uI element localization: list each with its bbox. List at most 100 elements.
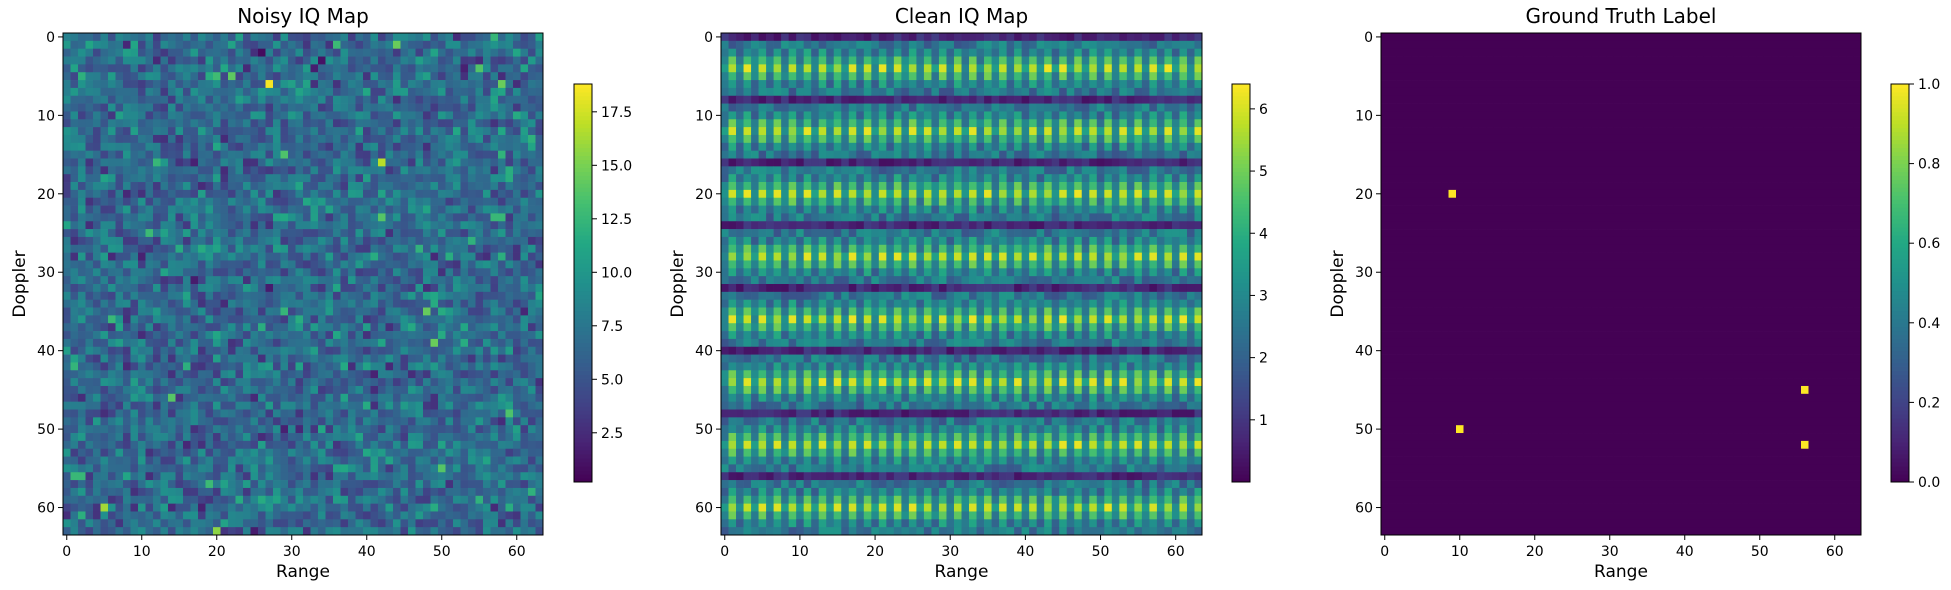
- clean-iq-cell: [751, 111, 759, 120]
- noisy-iq-cell: [213, 527, 221, 536]
- noisy-iq-cell: [520, 72, 529, 81]
- clean-iq-cell: [1059, 48, 1068, 57]
- noisy-iq-cell: [490, 495, 499, 504]
- noisy-iq-cell: [460, 378, 469, 387]
- noisy-iq-cell: [280, 134, 289, 144]
- noisy-iq-cell: [250, 134, 259, 144]
- clean-iq-cell: [751, 72, 759, 81]
- noisy-iq-cell: [108, 362, 116, 371]
- clean-iq-cell: [736, 95, 744, 104]
- noisy-iq-cell: [400, 174, 409, 183]
- noisy-iq-cell: [85, 338, 94, 348]
- noisy-iq-cell: [288, 448, 296, 457]
- noisy-iq-cell: [190, 189, 199, 199]
- noisy-iq-cell: [108, 127, 116, 136]
- noisy-iq-cell: [288, 487, 296, 497]
- noisy-iq-cell: [520, 268, 529, 277]
- noisy-iq-cell: [220, 260, 229, 269]
- noisy-iq-cell: [310, 338, 319, 348]
- noisy-iq-cell: [295, 315, 304, 324]
- noisy-iq-cell: [325, 378, 334, 387]
- clean-iq-cell: [728, 80, 737, 89]
- noisy-iq-cell: [370, 472, 379, 481]
- noisy-iq-cell: [213, 378, 221, 387]
- noisy-iq-cell: [100, 166, 109, 175]
- noisy-iq-cell: [468, 127, 476, 136]
- noisy-iq-cell: [243, 197, 251, 206]
- noisy-iq-cell: [340, 119, 349, 128]
- noisy-iq-cell: [85, 362, 94, 371]
- noisy-iq-cell: [370, 158, 379, 167]
- noisy-iq-cell: [528, 40, 536, 50]
- noisy-iq-cell: [78, 487, 86, 497]
- clean-iq-cell: [946, 72, 955, 81]
- noisy-iq-cell: [108, 307, 116, 316]
- clean-iq-cell: [1089, 56, 1098, 65]
- noisy-iq-cell: [325, 456, 334, 465]
- noisy-iq-cell: [243, 417, 251, 426]
- noisy-iq-cell: [168, 511, 176, 520]
- noisy-iq-cell: [228, 323, 236, 332]
- noisy-iq-cell: [340, 87, 349, 97]
- noisy-iq-cell: [423, 433, 431, 442]
- noisy-iq-colorbar-segment: [574, 426, 592, 431]
- noisy-iq-cell: [273, 519, 281, 528]
- noisy-iq-cell: [333, 174, 341, 183]
- noisy-iq-cell: [475, 33, 484, 42]
- noisy-iq-cell: [250, 519, 259, 528]
- noisy-iq-cell: [183, 127, 191, 136]
- noisy-iq-cell: [228, 142, 236, 151]
- noisy-iq-cell: [168, 417, 176, 426]
- noisy-iq-cell: [295, 182, 304, 191]
- noisy-iq-cell: [498, 87, 506, 97]
- clean-iq-cell: [1014, 95, 1022, 104]
- noisy-iq-cell: [175, 174, 184, 183]
- noisy-iq-cell: [243, 291, 251, 301]
- noisy-iq-cell: [393, 519, 401, 528]
- noisy-iq-cell: [160, 284, 169, 293]
- noisy-iq-cell: [190, 331, 199, 340]
- noisy-iq-cell: [250, 244, 259, 253]
- noisy-iq-cell: [378, 417, 386, 426]
- clean-iq-cell: [961, 56, 970, 65]
- noisy-iq-cell: [490, 197, 499, 206]
- clean-iq-cell: [1134, 72, 1143, 81]
- noisy-iq-cell: [520, 393, 529, 402]
- noisy-iq-cell: [423, 346, 431, 355]
- noisy-iq-cell: [160, 229, 169, 238]
- noisy-iq-cell: [430, 182, 439, 191]
- noisy-iq-cell: [63, 119, 71, 128]
- noisy-iq-cell: [153, 519, 161, 528]
- clean-iq-cell: [886, 40, 895, 50]
- noisy-iq-cell: [153, 448, 161, 457]
- clean-iq-cell: [1014, 56, 1022, 65]
- noisy-iq-cell: [415, 417, 424, 426]
- noisy-iq-cell: [228, 401, 236, 410]
- clean-iq-cell: [946, 56, 955, 65]
- noisy-iq-cell: [423, 472, 431, 481]
- noisy-iq-cell: [423, 205, 431, 214]
- noisy-iq-cell: [415, 48, 424, 57]
- noisy-iq-cell: [288, 189, 296, 199]
- noisy-iq-cell: [228, 440, 236, 450]
- noisy-iq-cell: [220, 64, 229, 73]
- noisy-iq-cell: [205, 385, 214, 395]
- noisy-iq-cell: [423, 142, 431, 151]
- clean-iq-cell: [796, 119, 805, 128]
- noisy-iq-cell: [100, 40, 109, 50]
- noisy-iq-cell: [378, 95, 386, 104]
- noisy-iq-cell: [318, 72, 326, 81]
- clean-iq-cell: [863, 48, 872, 57]
- noisy-iq-cell: [363, 370, 371, 379]
- clean-iq-cell: [916, 48, 925, 57]
- noisy-iq-cell: [400, 87, 409, 97]
- noisy-iq-cell: [138, 393, 146, 402]
- noisy-iq-cell: [363, 464, 371, 473]
- noisy-iq-cell: [63, 166, 71, 175]
- noisy-iq-cell: [250, 354, 259, 363]
- clean-iq-cell: [796, 48, 805, 57]
- noisy-iq-cell: [175, 134, 184, 144]
- clean-iq-cell: [848, 40, 857, 50]
- noisy-iq-cell: [325, 519, 334, 528]
- clean-iq-cell: [856, 33, 865, 42]
